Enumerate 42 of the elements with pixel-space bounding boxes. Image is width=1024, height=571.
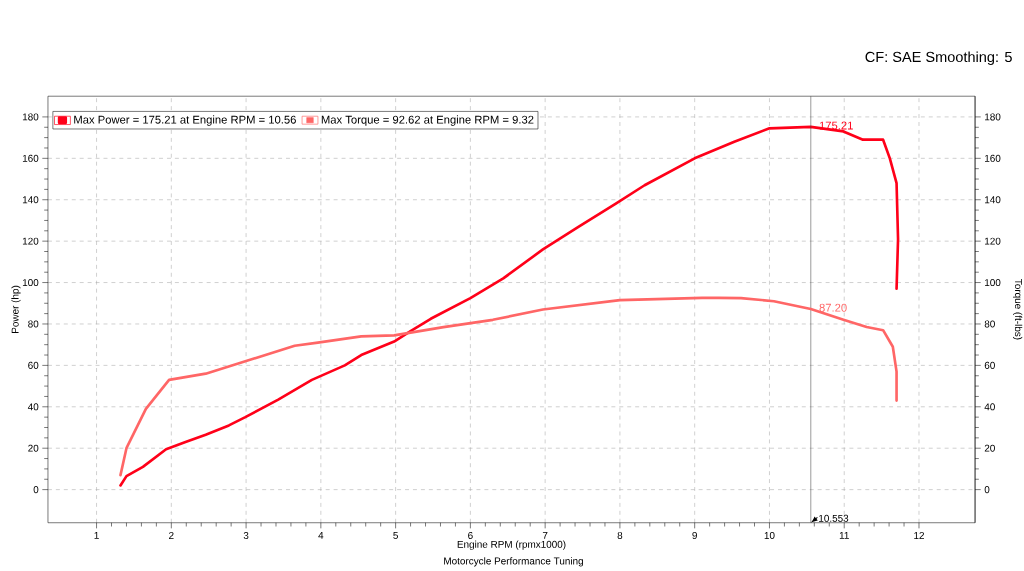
y-tick-label: 0 [33,485,39,493]
y-tick-label: 20 [28,444,39,452]
y-tick-label: 60 [28,361,39,369]
y-tick-label: 160 [22,154,39,162]
y-tick-label: 140 [22,196,39,204]
x-tick-label: 12 [914,531,925,539]
x-tick-label: 5 [393,531,398,539]
y2-tick-label: 120 [985,237,1001,245]
annotation: 87.20 [819,303,847,312]
x-tick-label: 4 [318,531,324,539]
x-tick-label: 8 [617,531,623,539]
y2-axis-title: Torque (ft-lbs) [1013,278,1023,340]
y2-tick-label: 180 [985,113,1001,121]
legend-label: Max Torque = 92.62 at Engine RPM = 9.32 [321,115,534,126]
text: Motorcycle Performance Tuning [444,557,583,567]
y2-tick-label: 60 [984,361,995,369]
x-tick-label: 2 [169,531,174,539]
y2-tick-label: 80 [984,320,995,328]
y2-tick-label: 140 [985,196,1001,204]
text: CF: SAE Smoothing: 5 [865,51,1012,65]
y-tick-label: 120 [22,237,39,245]
x-tick-label: 7 [542,531,548,539]
line-series [119,296,898,477]
y2-tick-label: 20 [984,444,995,452]
y-tick-label: 80 [28,320,39,328]
y-tick-label: 180 [22,113,39,121]
y-tick-label: 100 [22,278,39,286]
x-tick-label: 9 [692,531,697,539]
x-tick-label: 6 [468,531,473,539]
x-tick-label: 11 [839,531,849,539]
y2-tick-label: 40 [984,403,995,411]
y-tick-label: 40 [27,403,39,411]
ref-line-label: 10.553 [819,514,849,522]
x-tick-label: 10 [764,531,775,539]
y-axis-title: Power (hp) [11,285,21,333]
x-axis-title: Engine RPM (rpmx1000) [457,540,566,550]
y2-tick-label: 0 [984,485,990,493]
x-tick-label: 3 [243,531,249,539]
x-tick-label: 1 [94,531,99,539]
y2-tick-label: 160 [985,154,1001,162]
y2-tick-label: 100 [985,278,1001,286]
legend-label: Max Power = 175.21 at Engine RPM = 10.56 [74,115,296,126]
